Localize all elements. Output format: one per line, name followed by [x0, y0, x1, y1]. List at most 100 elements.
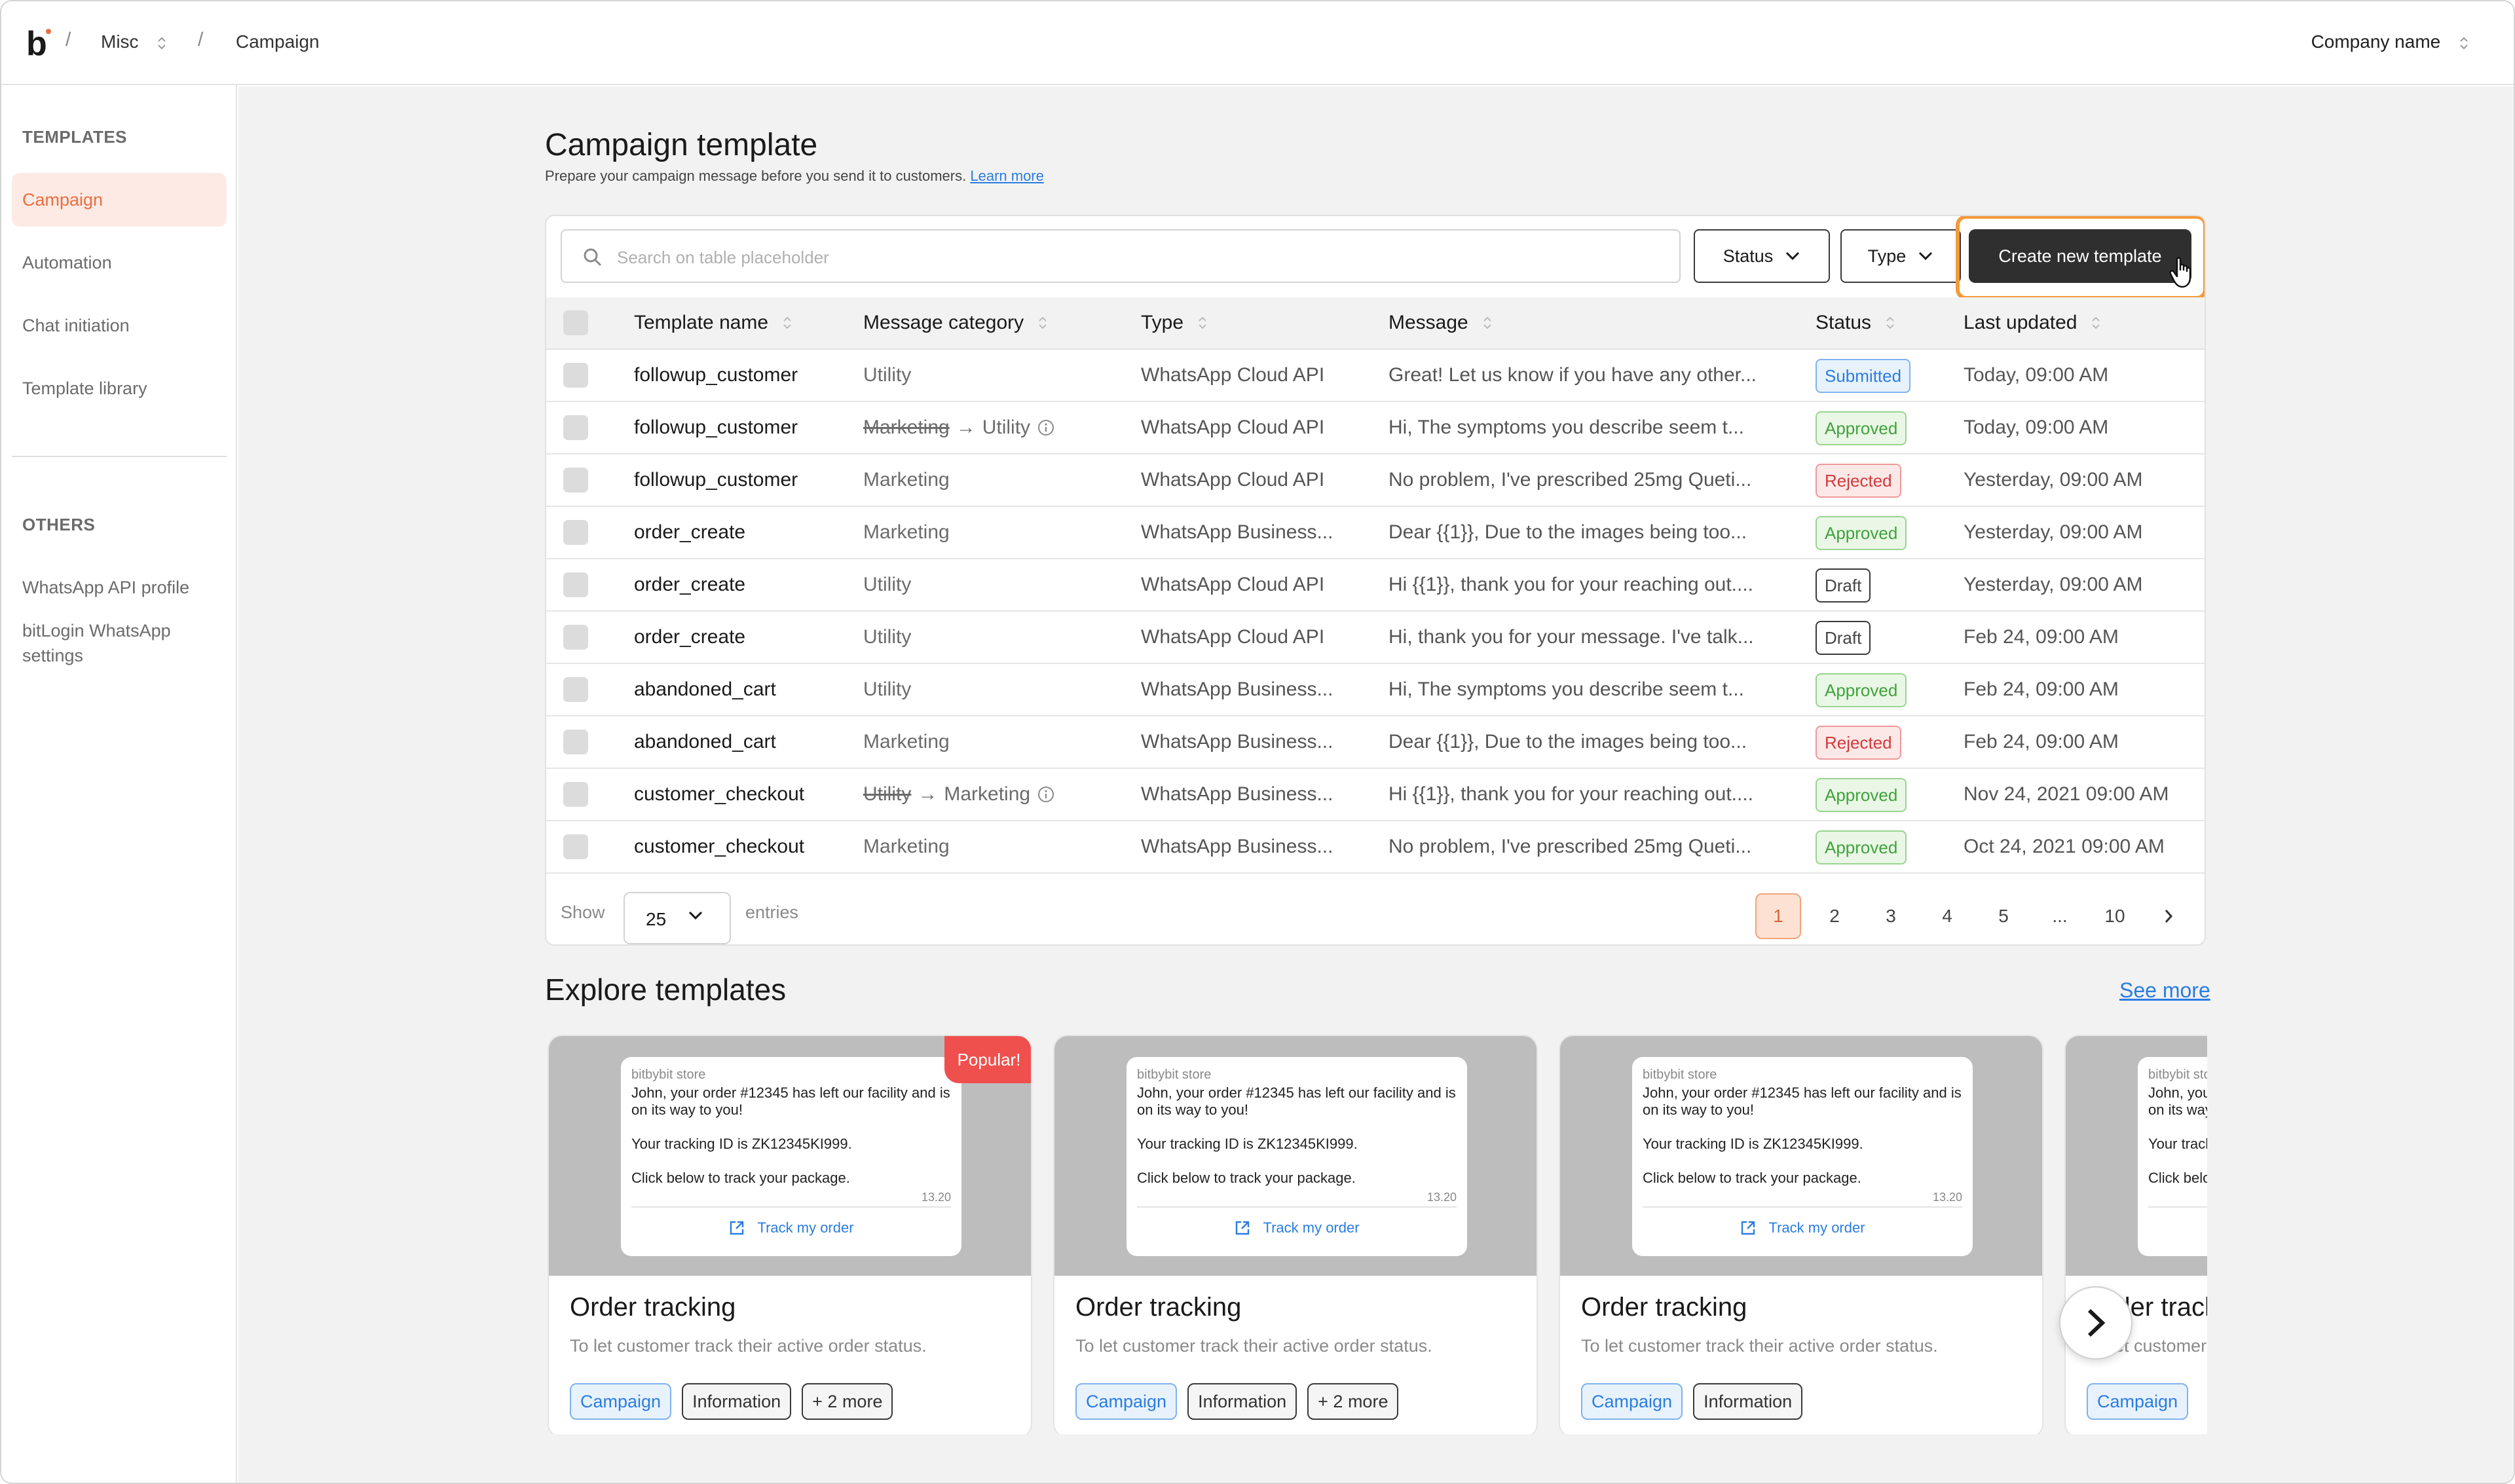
template-card[interactable]: bitbybit store John, your order #12345 ha… — [548, 1035, 1032, 1434]
select-all-checkbox[interactable] — [563, 310, 588, 335]
type-cell: WhatsApp Cloud API — [1141, 626, 1325, 648]
page-button-1[interactable]: 1 — [1755, 893, 1801, 939]
column-header-message-category[interactable]: Message category — [863, 312, 1049, 334]
template-card-description: To let customer track their active order… — [1075, 1336, 1432, 1356]
status-badge: Approved — [1816, 778, 1907, 812]
table-row[interactable]: customer_checkout Utility → Marketing WhatsA… — [546, 769, 2205, 821]
sidebar-item-bitlogin-whatsapp-settings[interactable]: bitLogin WhatsApp settings — [22, 621, 171, 665]
track-order-link[interactable]: Track my order — [2138, 1219, 2207, 1236]
message-category-cell: Utility — [863, 678, 1125, 701]
last-updated-cell: Feb 24, 09:00 AM — [1964, 626, 2119, 648]
table-row[interactable]: followup_customer Utility WhatsApp Cloud A… — [546, 350, 2205, 402]
page-button-5[interactable]: 5 — [1998, 906, 2009, 926]
status-cell: Approved — [1816, 673, 1907, 707]
table-row[interactable]: order_create Marketing WhatsApp Business..… — [546, 507, 2205, 559]
column-header-message[interactable]: Message — [1388, 312, 1493, 334]
row-checkbox[interactable] — [563, 572, 588, 597]
status-cell: Approved — [1816, 411, 1907, 445]
current-category: Marketing — [863, 731, 950, 752]
status-filter-dropdown[interactable]: Status — [1694, 229, 1830, 283]
bubble-line: Click below to track your package. — [1643, 1170, 1861, 1186]
template-card[interactable]: bitbybit store John, your order #12345 ha… — [1053, 1035, 1538, 1434]
sidebar-item-chat-initiation[interactable]: Chat initiation — [22, 316, 130, 335]
chevron-right-icon — [2087, 1308, 2106, 1337]
see-more-link[interactable]: See more — [2119, 978, 2210, 1002]
sort-icon — [1483, 316, 1491, 329]
bubble-line: Your tracking ID is ZK12345KI999. — [1643, 1136, 1863, 1152]
tag: Information — [682, 1383, 792, 1420]
current-category: Utility — [863, 364, 912, 386]
type-cell: WhatsApp Cloud API — [1141, 364, 1325, 386]
bubble-line: Click below to track your package. — [1137, 1170, 1356, 1186]
sidebar-item-template-library[interactable]: Template library — [22, 379, 147, 398]
column-header-type[interactable]: Type — [1141, 312, 1208, 334]
type-filter-dropdown[interactable]: Type — [1840, 229, 1961, 283]
row-checkbox[interactable] — [563, 782, 588, 807]
template-card-tags: Campaign — [2087, 1383, 2189, 1420]
column-header-template-name[interactable]: Template name — [634, 312, 793, 334]
row-checkbox[interactable] — [563, 468, 588, 492]
entries-per-page-select[interactable]: 25 — [624, 892, 731, 944]
row-checkbox[interactable] — [563, 363, 588, 388]
last-updated-cell: Nov 24, 2021 09:00 AM — [1964, 783, 2169, 805]
page-button-4[interactable]: 4 — [1942, 906, 1952, 926]
sidebar-item-whatsapp-api-profile[interactable]: WhatsApp API profile — [22, 578, 190, 597]
page-button-2[interactable]: 2 — [1829, 906, 1840, 926]
breadcrumb-misc[interactable]: Misc — [101, 31, 167, 52]
bubble-time: 13.20 — [1932, 1191, 1962, 1204]
carousel-next-button[interactable] — [2059, 1286, 2133, 1360]
sidebar-item-automation[interactable]: Automation — [22, 253, 112, 272]
row-checkbox[interactable] — [563, 834, 588, 859]
tag: Campaign — [1581, 1383, 1683, 1420]
learn-more-link[interactable]: Learn more — [970, 168, 1044, 184]
row-checkbox[interactable] — [563, 520, 588, 545]
track-order-link[interactable]: Track my order — [621, 1219, 961, 1236]
bitbybit-logo[interactable]: b — [26, 26, 52, 59]
row-checkbox[interactable] — [563, 730, 588, 754]
info-icon[interactable] — [1037, 785, 1055, 804]
row-checkbox[interactable] — [563, 677, 588, 702]
page-button-3[interactable]: 3 — [1886, 906, 1896, 926]
last-updated-cell: Feb 24, 09:00 AM — [1964, 731, 2119, 752]
table-row[interactable]: abandoned_cart Marketing WhatsApp Business… — [546, 716, 2205, 769]
message-cell: Hi {{1}}, thank you for your reaching ou… — [1388, 783, 1754, 805]
table-row[interactable]: abandoned_cart Utility WhatsApp Business..… — [546, 664, 2205, 716]
row-checkbox[interactable] — [563, 415, 588, 440]
column-header-last-updated[interactable]: Last updated — [1964, 312, 2102, 334]
last-updated-cell: Yesterday, 09:00 AM — [1964, 469, 2143, 491]
last-updated-cell: Yesterday, 09:00 AM — [1964, 574, 2143, 595]
template-card[interactable]: bitbybit store John, your order #12345 ha… — [1559, 1035, 2043, 1434]
bubble-divider — [1137, 1206, 1457, 1208]
next-page-button[interactable] — [2146, 893, 2191, 939]
breadcrumb-campaign[interactable]: Campaign — [236, 31, 320, 52]
template-card[interactable]: bitbybit store John, your order #12345 ha… — [2064, 1035, 2207, 1434]
bubble-spacer — [1137, 1153, 1458, 1170]
bubble-spacer — [1643, 1119, 1964, 1136]
template-card-description: To let customer track their active order… — [1581, 1336, 1938, 1356]
info-icon[interactable] — [1037, 418, 1055, 437]
sort-icon — [1886, 316, 1894, 329]
table-row[interactable]: order_create Utility WhatsApp Cloud API Hi,… — [546, 612, 2205, 664]
sidebar-item-campaign[interactable]: Campaign — [12, 173, 227, 227]
tag: Information — [1187, 1383, 1297, 1420]
create-new-template-button[interactable]: Create new template — [1969, 229, 2191, 283]
track-order-link[interactable]: Track my order — [1632, 1219, 1973, 1236]
company-switcher[interactable]: Company name — [2311, 31, 2469, 52]
template-name-cell: order_create — [634, 521, 746, 543]
status-cell: Draft — [1816, 568, 1871, 603]
table-row[interactable]: customer_checkout Marketing WhatsApp Busin… — [546, 821, 2205, 874]
message-cell: Dear {{1}}, Due to the images being too.… — [1388, 731, 1747, 752]
row-checkbox[interactable] — [563, 625, 588, 650]
search-input[interactable]: Search on table placeholder — [561, 229, 1681, 283]
table-row[interactable]: followup_customer Marketing → Utility WhatsA… — [546, 402, 2205, 454]
table-row[interactable]: order_create Utility WhatsApp Cloud API Hi … — [546, 559, 2205, 612]
page-button-10[interactable]: 10 — [2104, 906, 2125, 926]
type-cell: WhatsApp Cloud API — [1141, 417, 1325, 438]
message-cell: No problem, I've prescribed 25mg Queti..… — [1388, 469, 1752, 491]
track-order-link[interactable]: Track my order — [1127, 1219, 1467, 1236]
sidebar: TEMPLATES Campaign Automation Chat initi… — [1, 85, 237, 1483]
header-label: Message — [1388, 312, 1468, 333]
column-header-status[interactable]: Status — [1816, 312, 1896, 334]
table-row[interactable]: followup_customer Marketing WhatsApp Cloud… — [546, 454, 2205, 507]
